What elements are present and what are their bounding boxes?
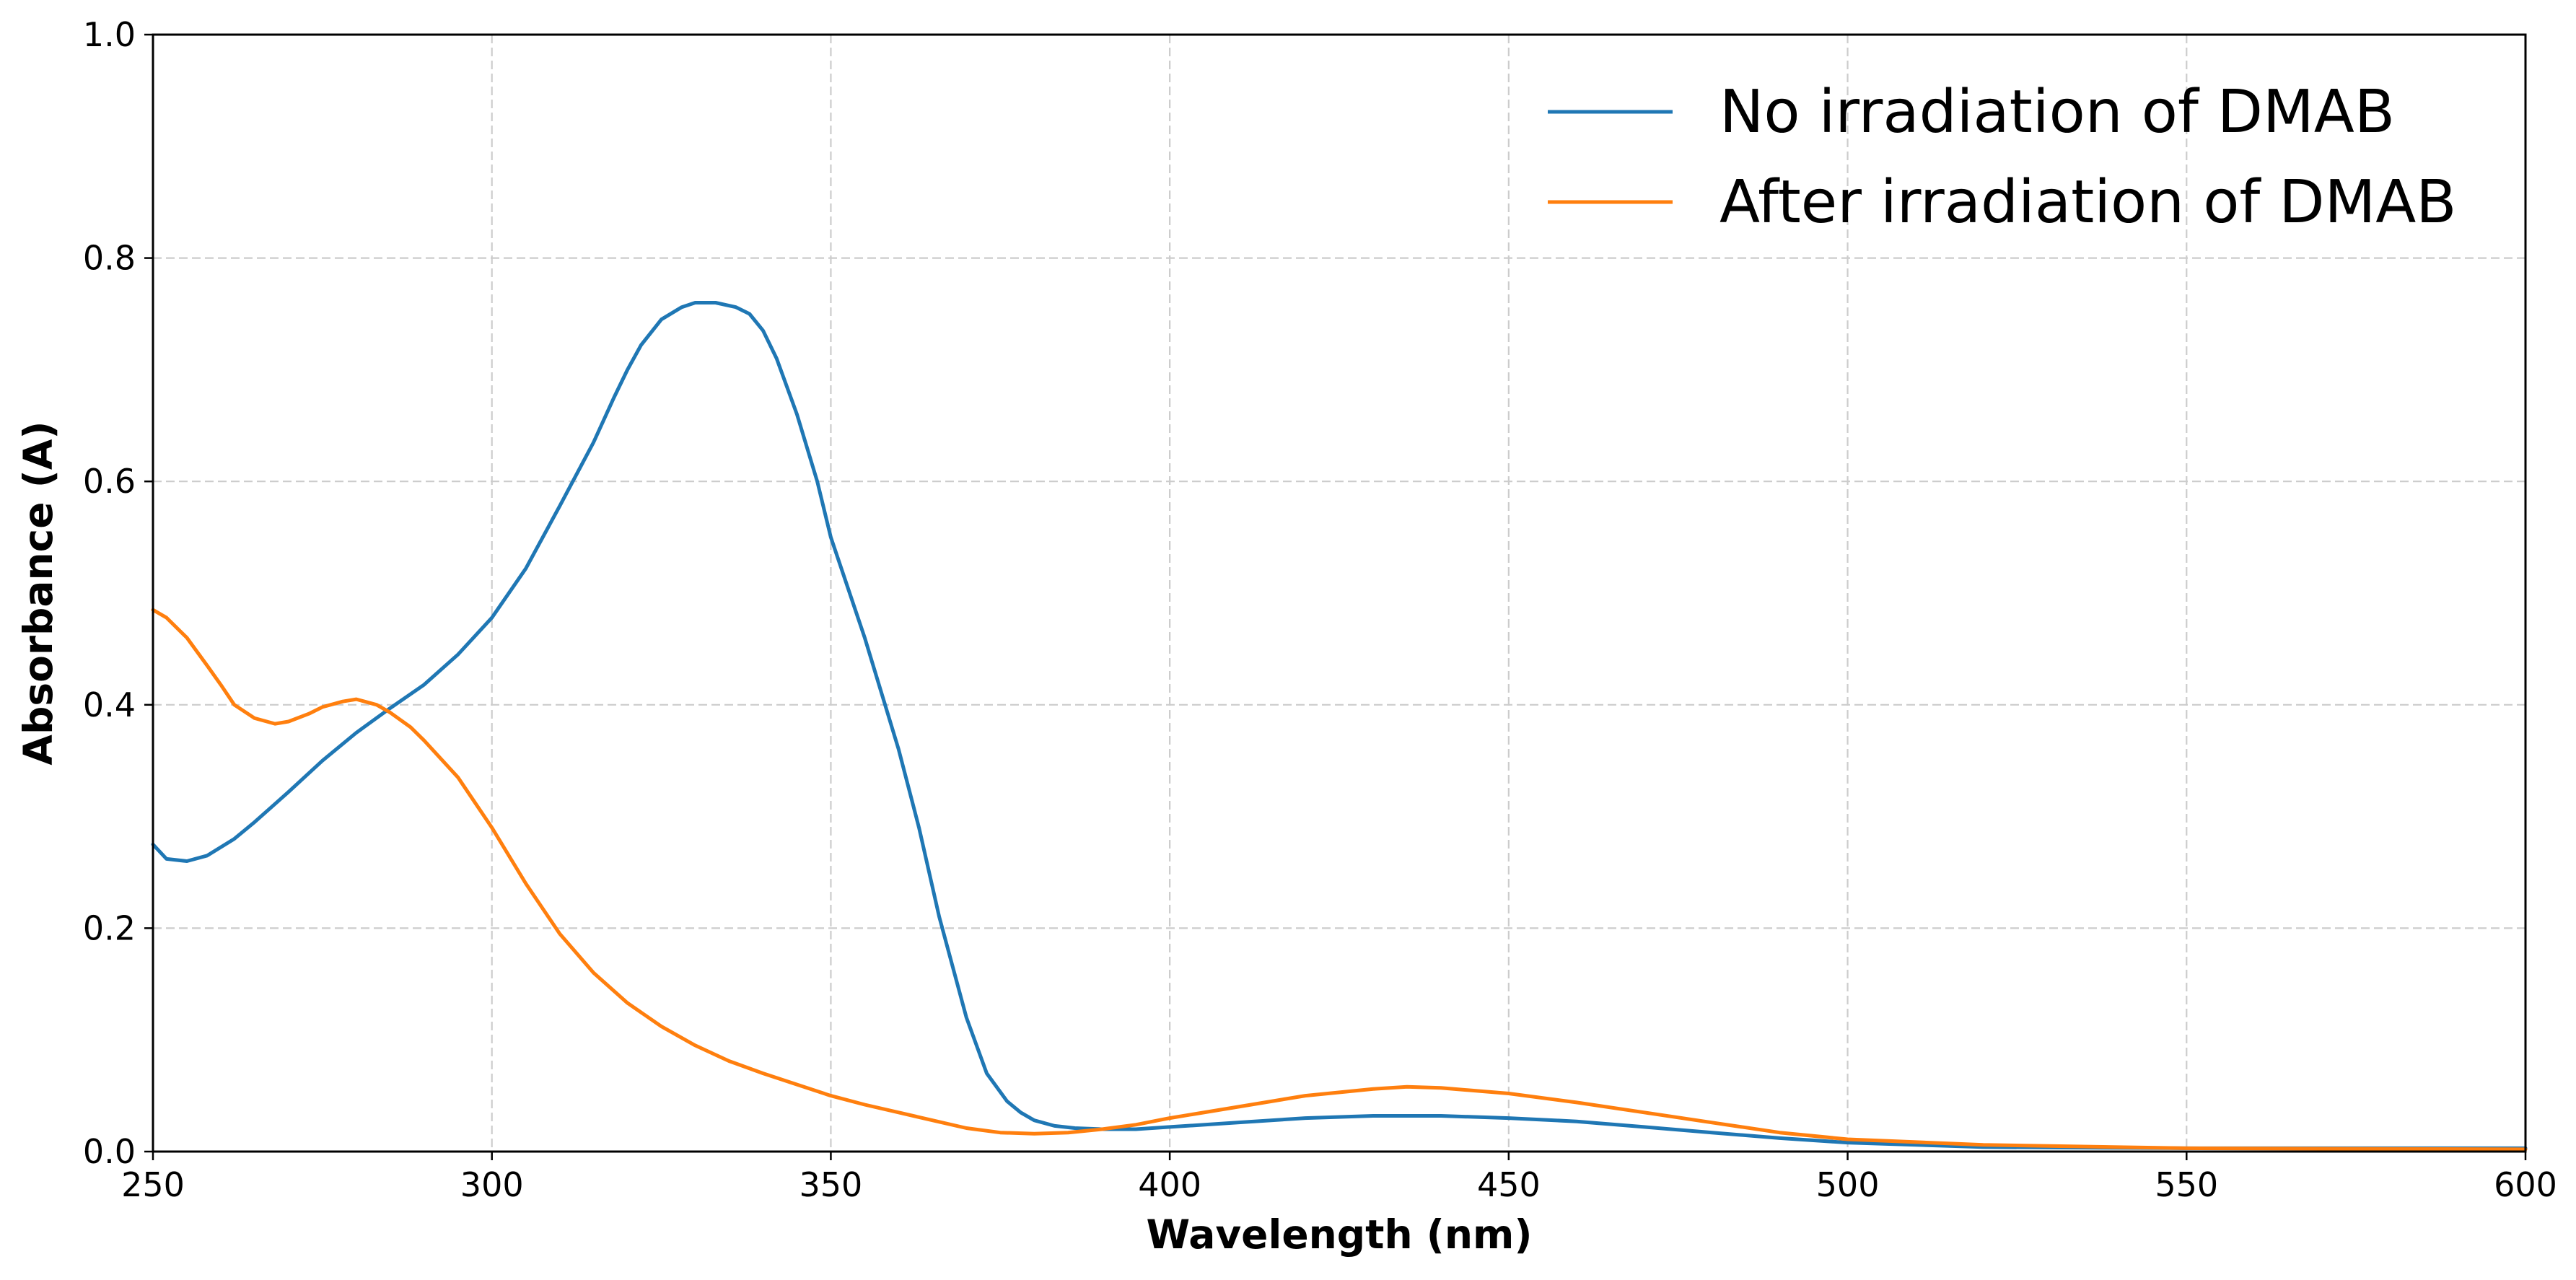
y-tick-label: 0.2 <box>83 908 136 947</box>
legend: No irradiation of DMAB After irradiation… <box>1548 78 2457 237</box>
y-tick-label: 1.0 <box>83 15 136 54</box>
series-line-0 <box>151 301 2528 1150</box>
series-layer <box>151 301 2528 1152</box>
series-line-1 <box>151 608 2528 1152</box>
ticks: 250 300 350 400 450 500 550 600 0.0 0.2 0.4 0.6 0.8 1… <box>83 15 2557 1204</box>
x-tick-label: 400 <box>1138 1165 1201 1204</box>
y-axis-label: Absorbance (A) <box>15 421 61 765</box>
plot-frame <box>152 33 2527 1153</box>
x-tick-label: 450 <box>1477 1165 1541 1204</box>
y-tick-label: 0.4 <box>83 685 136 724</box>
x-tick-label: 300 <box>460 1165 524 1204</box>
x-tick-label: 350 <box>799 1165 863 1204</box>
x-tick-label: 500 <box>1816 1165 1880 1204</box>
x-axis-label: Wavelength (nm) <box>1147 1211 1533 1258</box>
y-tick-label: 0.0 <box>83 1132 136 1171</box>
x-tick-label: 250 <box>121 1165 185 1204</box>
legend-label-no-irradiation: No irradiation of DMAB <box>1719 78 2395 146</box>
y-tick-label: 0.6 <box>83 462 136 501</box>
legend-label-after-irradiation: After irradiation of DMAB <box>1719 168 2457 237</box>
x-tick-label: 550 <box>2155 1165 2218 1204</box>
y-tick-label: 0.8 <box>83 239 136 278</box>
x-tick-label: 600 <box>2494 1165 2557 1204</box>
